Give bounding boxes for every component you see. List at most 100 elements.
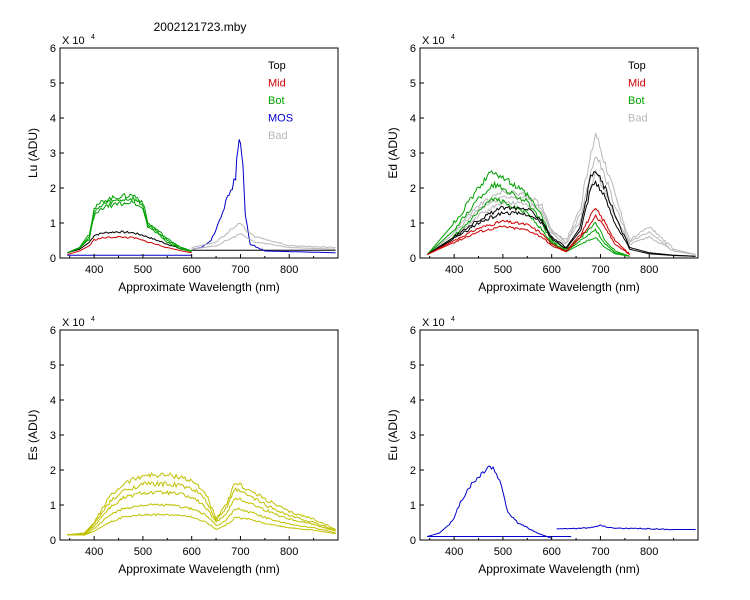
legend-entry-bot: Bot — [268, 95, 285, 107]
series-line-bad — [427, 169, 696, 255]
scale-exponent: 4 — [91, 34, 95, 41]
y-tick-label: 4 — [410, 113, 416, 125]
y-tick-label: 3 — [410, 430, 416, 442]
legend-entry-mid: Mid — [628, 78, 646, 90]
y-tick-label: 3 — [410, 148, 416, 160]
y-tick-label: 2 — [410, 183, 416, 195]
series-line-bot — [426, 170, 630, 257]
y-tick-label: 0 — [50, 535, 56, 547]
y-tick-label: 4 — [410, 395, 416, 407]
y-tick-label: 1 — [50, 218, 56, 230]
x-axis-label: Approximate Wavelength (nm) — [118, 562, 280, 576]
x-tick-label: 800 — [280, 264, 298, 276]
y-tick-label: 1 — [50, 500, 56, 512]
legend-entry-mid: Mid — [268, 78, 286, 90]
series-line-top — [427, 180, 696, 257]
y-tick-label: 5 — [50, 360, 56, 372]
scale-exponent: 4 — [91, 316, 95, 323]
y-tick-label: 2 — [50, 183, 56, 195]
x-tick-label: 800 — [280, 546, 298, 558]
y-tick-label: 5 — [410, 360, 416, 372]
series-line-mid — [427, 213, 630, 255]
x-axis-label: Approximate Wavelength (nm) — [118, 280, 280, 294]
y-tick-label: 3 — [50, 430, 56, 442]
series-line-top — [67, 230, 192, 254]
figure-title: 2002121723.mby — [153, 20, 247, 34]
y-tick-label: 6 — [410, 325, 416, 337]
legend-entry-bad: Bad — [628, 113, 648, 125]
x-tick-label: 700 — [231, 546, 249, 558]
series-line-bot — [427, 197, 630, 257]
scale-label: X 10 — [422, 35, 445, 47]
y-axis-label: Es (ADU) — [26, 410, 40, 461]
legend-entry-top: Top — [628, 60, 646, 72]
scale-exponent: 4 — [451, 316, 455, 323]
x-tick-label: 700 — [591, 546, 609, 558]
scale-label: X 10 — [62, 35, 85, 47]
y-tick-label: 1 — [410, 218, 416, 230]
series-line-bad — [191, 222, 336, 249]
chart-eu: 0 1 2 3 4 5 6 400 500 600 700 800 X 10 4 Approximate W… — [386, 316, 699, 576]
x-tick-label: 700 — [231, 264, 249, 276]
x-tick-label: 400 — [85, 264, 103, 276]
series-line-bot — [67, 199, 192, 254]
x-tick-label: 500 — [134, 546, 152, 558]
y-tick-label: 4 — [50, 395, 56, 407]
y-tick-label: 6 — [50, 43, 56, 55]
series-line-es — [67, 471, 336, 536]
plot-frame — [59, 47, 339, 259]
plot-frame — [419, 329, 699, 541]
x-axis-label: Approximate Wavelength (nm) — [478, 280, 640, 294]
x-axis-label: Approximate Wavelength (nm) — [478, 562, 640, 576]
x-tick-label: 500 — [134, 264, 152, 276]
y-tick-label: 2 — [410, 465, 416, 477]
series-line-es — [67, 480, 336, 536]
chart-es: 0 1 2 3 4 5 6 400 500 600 700 800 X 10 4 Approximate W… — [26, 316, 339, 576]
series-line-es — [67, 490, 336, 536]
series-line-bot — [67, 192, 192, 254]
y-tick-label: 0 — [410, 253, 416, 265]
legend-entry-bad: Bad — [268, 130, 288, 142]
y-axis-label: Lu (ADU) — [26, 128, 40, 178]
series-line-mos — [191, 139, 336, 254]
series-line-eu — [556, 524, 696, 531]
legend-entry-top: Top — [268, 60, 286, 72]
series-line-bot — [426, 180, 630, 257]
y-tick-label: 6 — [410, 43, 416, 55]
x-tick-label: 600 — [543, 546, 561, 558]
x-tick-label: 500 — [494, 264, 512, 276]
x-tick-label: 700 — [591, 264, 609, 276]
series-line-bot — [67, 195, 192, 254]
series-line-mid — [67, 235, 192, 255]
x-tick-label: 600 — [543, 264, 561, 276]
series-line-es — [67, 513, 336, 536]
chart-lu: 0 1 2 3 4 5 6 400 500 600 700 800 X 10 4 Approximate W… — [26, 34, 339, 294]
x-tick-label: 800 — [640, 546, 658, 558]
y-tick-label: 3 — [50, 148, 56, 160]
scale-label: X 10 — [62, 317, 85, 329]
x-tick-label: 800 — [640, 264, 658, 276]
chart-ed: 0 1 2 3 4 5 6 400 500 600 700 800 X 10 4 Approximate W… — [386, 34, 699, 294]
x-tick-label: 400 — [445, 264, 463, 276]
series-line-eu — [427, 465, 552, 539]
scale-label: X 10 — [422, 317, 445, 329]
y-tick-label: 5 — [410, 78, 416, 90]
y-tick-label: 6 — [50, 325, 56, 337]
y-tick-label: 0 — [410, 535, 416, 547]
x-tick-label: 600 — [183, 546, 201, 558]
x-tick-label: 600 — [183, 264, 201, 276]
legend-entry-mos: MOS — [268, 113, 293, 125]
x-tick-label: 400 — [85, 546, 103, 558]
series-line-mid — [427, 207, 631, 255]
series-line-es — [67, 503, 336, 536]
y-tick-label: 5 — [50, 78, 56, 90]
y-tick-label: 0 — [50, 253, 56, 265]
series-line-bad — [191, 233, 336, 250]
x-tick-label: 400 — [445, 546, 463, 558]
y-tick-label: 2 — [50, 465, 56, 477]
series-line-bad — [426, 156, 696, 255]
legend-entry-bot: Bot — [628, 95, 645, 107]
y-tick-label: 1 — [410, 500, 416, 512]
y-axis-label: Ed (ADU) — [386, 127, 400, 178]
